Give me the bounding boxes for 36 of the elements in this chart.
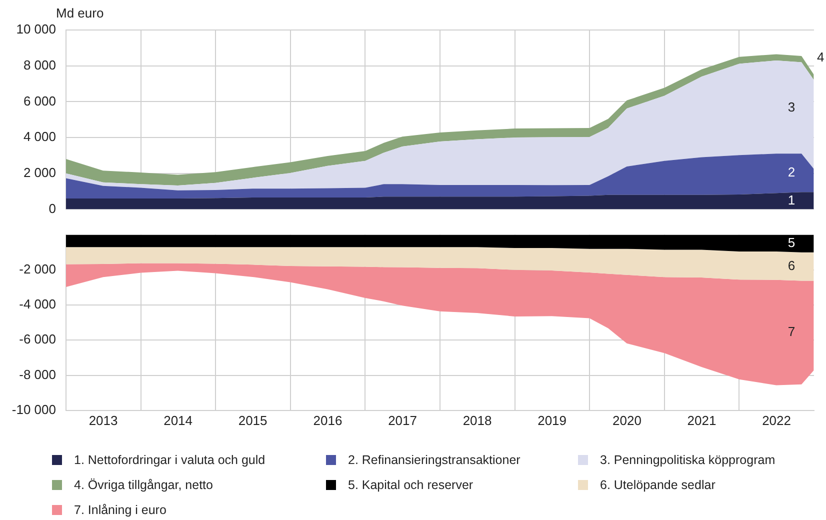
legend-label: 6. Utelöpande sedlar bbox=[600, 478, 716, 492]
annotation: 2 bbox=[788, 164, 796, 180]
y-tick-label: -8 000 bbox=[19, 366, 56, 382]
legend-label: 1. Nettofordringar i valuta och guld bbox=[74, 453, 266, 467]
x-tick-label: 2015 bbox=[238, 412, 268, 428]
y-axis-title: Md euro bbox=[56, 6, 104, 21]
x-tick-label: 2021 bbox=[687, 412, 716, 428]
annotation: 5 bbox=[788, 235, 796, 250]
legend-label: 2. Refinansieringstransaktioner bbox=[348, 453, 520, 467]
x-tick-label: 2013 bbox=[88, 412, 118, 428]
legend-label: 3. Penningpolitiska köpprogram bbox=[600, 453, 776, 467]
text: 4 bbox=[817, 50, 824, 65]
x-tick-label: 2014 bbox=[164, 412, 192, 428]
legend-label: 5. Kapital och reserver bbox=[348, 478, 474, 492]
y-tick-label: 2 000 bbox=[23, 164, 56, 180]
x-tick-label: 2017 bbox=[388, 412, 417, 428]
x-tick-label: 2016 bbox=[313, 412, 342, 428]
x-tick-label: 2020 bbox=[612, 412, 642, 428]
y-tick-label: -4 000 bbox=[19, 296, 56, 312]
y-tick-label: 8 000 bbox=[23, 57, 56, 72]
x-tick-label: 2019 bbox=[538, 412, 566, 428]
x-tick-label: 2022 bbox=[762, 412, 791, 428]
y-tick-label: -6 000 bbox=[19, 332, 56, 347]
y-tick-label: -2 000 bbox=[19, 262, 56, 276]
y-tick-label: 6 000 bbox=[23, 93, 56, 108]
legend-label: 7. Inlåning i euro bbox=[74, 503, 166, 517]
y-tick-label: 4 000 bbox=[23, 129, 56, 144]
y-tick-label: 10 000 bbox=[16, 22, 56, 37]
y-tick-label: -10 000 bbox=[12, 402, 56, 417]
annotation: 6 bbox=[788, 258, 796, 274]
legend-label: 4. Övriga tillgångar, netto bbox=[74, 478, 213, 492]
x-tick-label: 2018 bbox=[462, 412, 492, 428]
annotation: 3 bbox=[788, 100, 796, 115]
y-tick-label: 0 bbox=[48, 200, 56, 216]
annotation: 7 bbox=[788, 324, 796, 340]
annotation: 1 bbox=[788, 192, 796, 208]
